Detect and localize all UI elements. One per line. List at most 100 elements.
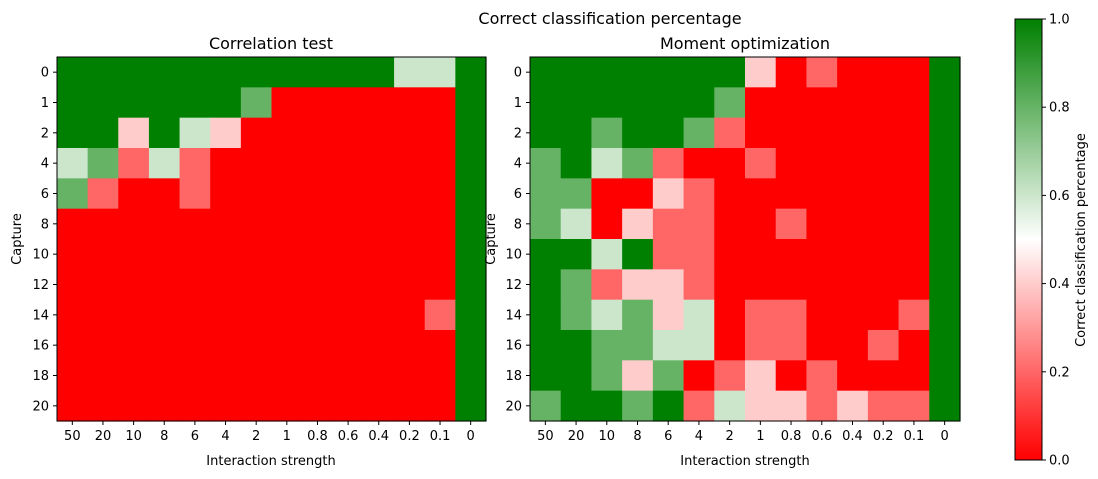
heatmap-cell [530,390,562,422]
x-tick-label: 0.1 [430,429,451,444]
heatmap-cell [363,390,395,422]
heatmap-cell [87,87,119,119]
heatmap-cell [363,239,395,270]
heatmap-cell [806,87,838,119]
heatmap-cell [455,57,487,88]
heatmap-cell [867,239,900,270]
heatmap-cell [87,390,119,422]
heatmap-cell [837,178,869,210]
panel-title: Correlation test [209,34,333,53]
heatmap-cell [560,390,593,422]
heatmap-cell [57,57,89,88]
heatmap-cell [714,87,746,119]
heatmap-cell [560,208,593,240]
heatmap-cell [837,330,869,361]
heatmap-cell [332,57,365,88]
heatmap-cell [898,87,930,119]
heatmap-cell [332,239,365,270]
heatmap-cell [57,117,89,149]
heatmap-cell [424,239,456,270]
heatmap-cell [332,208,365,240]
heatmap-cell [745,330,777,361]
heatmap-cells [530,57,961,422]
heatmap-cell [394,148,426,179]
heatmap-cell [837,390,869,422]
heatmap-cell [714,239,746,270]
heatmap-cell [179,269,211,301]
heatmap-cell [867,87,900,119]
heatmap-cell [560,117,593,149]
heatmap-cell [87,299,119,331]
heatmap-cell [363,117,395,149]
heatmap-cell [837,57,869,88]
heatmap-cell [148,330,181,361]
heatmap-cell [271,239,303,270]
heatmap-cell [714,390,746,422]
colorbar-tick-label: 0.2 [1049,365,1070,380]
heatmap-cell [929,299,961,331]
heatmap-cell [898,390,930,422]
heatmap-cell [271,178,303,210]
heatmap-cell [591,178,623,210]
heatmap-cell [87,330,119,361]
heatmap-cell [530,330,562,361]
heatmap-cell [271,360,303,392]
heatmap-cell [652,57,685,88]
heatmap-cell [424,117,456,149]
heatmap-cell [148,57,181,88]
heatmap-cell [898,269,930,301]
x-tick-label: 0.4 [842,429,863,444]
heatmap-cell [591,239,623,270]
heatmap-cell [622,148,654,179]
heatmap-cell [929,87,961,119]
heatmap-cell [560,239,593,270]
y-tick-label: 8 [41,217,49,232]
heatmap-cell [240,239,273,270]
heatmap-cell [148,148,181,179]
heatmap-cell [530,87,562,119]
heatmap-cell [424,390,456,422]
heatmap-cell [929,148,961,179]
heatmap-cell [57,87,89,119]
heatmap-cell [622,239,654,270]
heatmap-cell [424,87,456,119]
heatmap-cell [87,269,119,301]
heatmap-cell [591,57,623,88]
heatmap-cell [179,330,211,361]
heatmap-cell [118,390,150,422]
heatmap-cell [837,299,869,331]
heatmap-cell [210,178,242,210]
heatmap-cell [455,269,487,301]
heatmap-cell [148,360,181,392]
heatmap-cell [806,148,838,179]
heatmap-cell [652,117,685,149]
heatmap-cell [148,208,181,240]
heatmap-cell [57,330,89,361]
heatmap-cell [652,269,685,301]
heatmap-cell [363,360,395,392]
heatmap-cell [271,208,303,240]
heatmap-cell [240,299,273,331]
heatmap-cell [424,208,456,240]
x-tick-label: 6 [664,429,672,444]
heatmap-cell [302,178,334,210]
heatmap-cell [87,239,119,270]
colorbar-gradient [1014,18,1043,461]
heatmap-cell [775,239,808,270]
x-axis-ticks: 50 20 10 8 6 4 2 1 0.8 0.6 0.4 0.2 0.1 0 [64,421,475,444]
heatmap-cell [745,87,777,119]
heatmap-cell [837,87,869,119]
heatmap-cell [455,178,487,210]
heatmap-cell [210,117,242,149]
y-tick-label: 6 [41,187,49,202]
heatmap-cell [271,390,303,422]
heatmap-cell [622,117,654,149]
heatmap-cell [652,299,685,331]
heatmap-cell [148,178,181,210]
heatmap-cell [898,299,930,331]
heatmap-cell [775,87,808,119]
heatmap-cell [394,87,426,119]
heatmap-cell [530,178,562,210]
heatmap-cell [394,299,426,331]
